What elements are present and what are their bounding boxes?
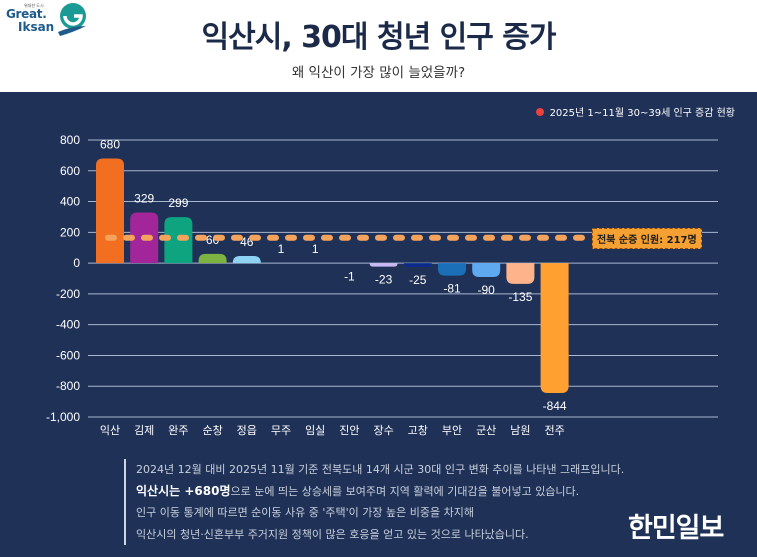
value-label: -135 xyxy=(508,290,532,304)
bar-부안 xyxy=(438,263,466,276)
value-label: -1 xyxy=(344,269,355,283)
page-title: 익산시, 30대 청년 인구 증가 xyxy=(201,20,557,55)
x-tick-label: 순창 xyxy=(202,424,222,437)
page-subtitle: 왜 익산이 가장 많이 늘었을까? xyxy=(291,65,466,81)
bar-남원 xyxy=(506,263,535,284)
value-label: -23 xyxy=(375,273,393,287)
value-label: 299 xyxy=(168,196,188,210)
bar-순창 xyxy=(198,253,227,264)
x-tick-label: 고창 xyxy=(408,424,428,437)
note-line-1: 2024년 12월 대비 2025년 11월 기준 전북도내 14개 시군 30… xyxy=(136,463,625,476)
value-label: -844 xyxy=(543,399,567,413)
x-tick-label: 김제 xyxy=(134,424,154,437)
x-tick-label: 정읍 xyxy=(237,424,257,437)
bar-정읍 xyxy=(232,256,261,264)
legend-label: 2025년 1~11월 30~39세 인구 증감 현황 xyxy=(549,108,735,119)
note-line-3: 인구 이동 통계에 따르면 순이동 사유 중 '주택'이 가장 높은 비중을 차… xyxy=(136,506,474,519)
y-tick-label: 0 xyxy=(73,256,80,270)
header: 위대한 도시 Great. Iksan 익산시, 30대 청년 인구 증가 왜 … xyxy=(0,0,757,92)
logo-swirl-icon xyxy=(58,3,86,36)
brand-logo: 한민일보 xyxy=(628,513,724,544)
logo-tagline: 위대한 도시 xyxy=(24,3,44,8)
bar-고창 xyxy=(403,263,432,267)
y-tick-label: 800 xyxy=(60,133,80,147)
y-tick-label: 200 xyxy=(60,225,80,239)
logo-text-iksan: Iksan xyxy=(18,20,55,34)
y-tick-label: -600 xyxy=(56,348,80,362)
chart-notes: 2024년 12월 대비 2025년 11월 기준 전북도내 14개 시군 30… xyxy=(124,459,624,545)
y-tick-label: 400 xyxy=(60,195,80,209)
bar-군산 xyxy=(472,263,501,277)
value-label: 680 xyxy=(100,137,120,151)
x-tick-label: 장수 xyxy=(373,424,393,437)
x-tick-label: 군산 xyxy=(476,424,496,437)
x-tick-label: 전주 xyxy=(544,424,564,437)
bar-익산 xyxy=(96,158,124,264)
x-tick-label: 무주 xyxy=(271,424,291,437)
y-tick-label: -200 xyxy=(56,287,80,301)
x-tick-label: 부안 xyxy=(442,424,462,437)
note-line-4: 익산시의 청년·신혼부부 주거지원 정책이 많은 호응을 얻고 있는 것으로 나… xyxy=(136,527,529,541)
note-highlight: 익산시는 +680명 xyxy=(136,483,231,498)
value-label: 329 xyxy=(134,191,154,205)
y-tick-label: -1,000 xyxy=(46,410,80,424)
logo-text-great: Great. xyxy=(6,7,47,21)
bar-전주 xyxy=(540,263,569,393)
note-line-2-rest: 으로 눈에 띄는 상승세를 보여주며 지역 활력에 기대감을 불어넣고 있습니다… xyxy=(230,484,580,498)
average-line-label: 전북 순증 인원: 217명 xyxy=(592,227,702,249)
x-tick-label: 진안 xyxy=(339,424,359,437)
note-line-2: 익산시는 +680명으로 눈에 띄는 상승세를 보여주며 지역 활력에 기대감을… xyxy=(136,481,624,503)
value-label: -25 xyxy=(409,273,427,287)
value-label: 1 xyxy=(278,242,285,256)
x-tick-label: 완주 xyxy=(168,424,188,437)
y-tick-label: -800 xyxy=(56,379,80,393)
bar-장수 xyxy=(369,263,398,267)
value-label: -81 xyxy=(443,282,461,296)
x-tick-label: 임실 xyxy=(305,424,325,437)
y-tick-label: -400 xyxy=(56,318,80,332)
logo: 위대한 도시 Great. Iksan xyxy=(4,2,90,36)
value-label: 1 xyxy=(312,242,319,256)
y-tick-label: 600 xyxy=(60,164,80,178)
x-tick-label: 남원 xyxy=(510,424,530,437)
x-tick-label: 익산 xyxy=(100,424,120,437)
value-label: -90 xyxy=(478,283,496,297)
legend-dot-icon xyxy=(535,107,544,116)
chart-legend: 2025년 1~11월 30~39세 인구 증감 현황 xyxy=(535,104,735,119)
